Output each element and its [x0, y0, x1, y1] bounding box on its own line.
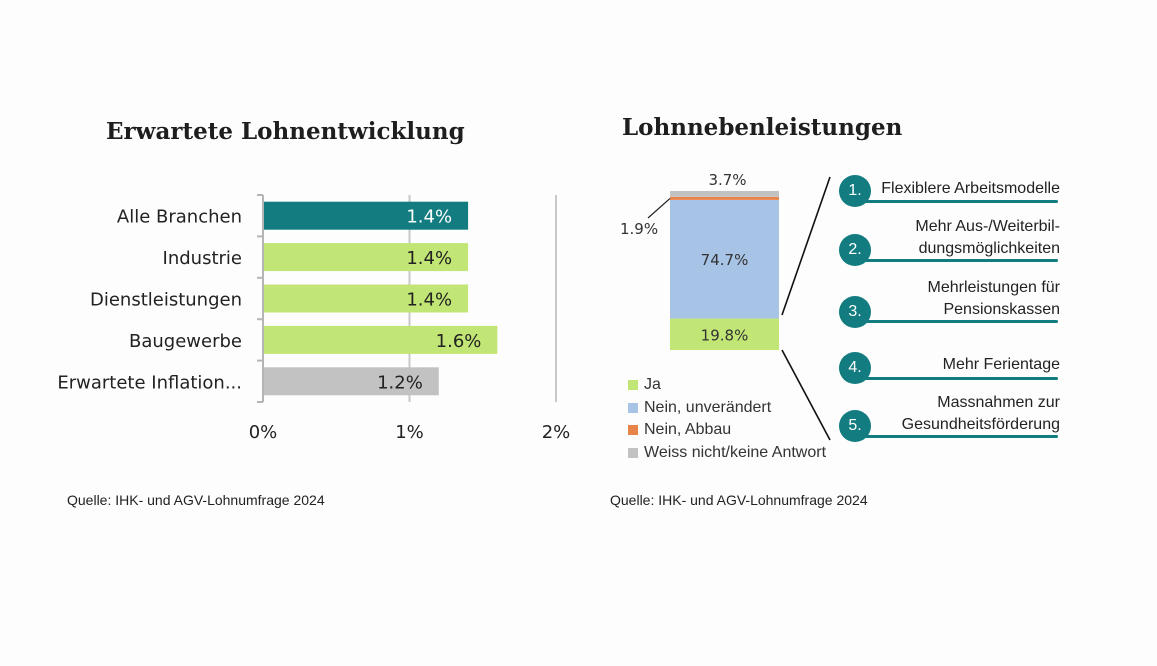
list-item-2: 2. Mehr Aus-/Weiterbil- dungsmöglichkeit… [836, 216, 1060, 266]
legend-swatch [628, 448, 638, 458]
x-tick-label: 1% [395, 422, 424, 443]
item-label: Flexiblere Arbeitsmodelle [881, 180, 1060, 197]
data-label: 1.4% [406, 248, 452, 269]
legend-item-ja: Ja [628, 374, 661, 396]
category-label: Dienstleistungen [90, 290, 242, 311]
legend-label: Nein, unverändert [644, 399, 772, 416]
stack-segment [670, 318, 779, 350]
legend-label: Ja [644, 376, 661, 393]
bar [264, 201, 469, 230]
rank-badge: 3. [839, 296, 871, 328]
item-underline [852, 320, 1058, 323]
right-chart-title: Lohnnebenleistungen [622, 114, 903, 141]
right-source-note: Quelle: IHK- und AGV-Lohnumfrage 2024 [610, 492, 868, 508]
legend-swatch [628, 425, 638, 435]
item-underline [852, 259, 1058, 262]
stack-segment [670, 199, 779, 319]
wage-development-chart: 0% 1% 2% 1.4% Alle Branchen 1.4% Industrie 1.4%… [57, 194, 571, 443]
legend-item-unveraendert: Nein, unverändert [628, 397, 771, 419]
benefits-stacked-bar: 19.8% 74.7% 1.9% 3.7% [620, 171, 779, 350]
data-label: 1.6% [436, 331, 482, 352]
category-label: Erwartete Inflation... [57, 372, 242, 393]
category-label: Industrie [163, 248, 242, 269]
legend-swatch [628, 380, 638, 390]
item-label: Mehr Aus-/Weiterbil- dungsmöglichkeiten [915, 218, 1060, 257]
segment-label: 3.7% [708, 171, 746, 189]
left-source-note: Quelle: IHK- und AGV-Lohnumfrage 2024 [67, 492, 325, 508]
label-leader-line [647, 197, 671, 219]
rank-badge: 5. [839, 410, 871, 442]
legend-item-keine-antwort: Weiss nicht/keine Antwort [628, 442, 826, 464]
segment-label: 19.8% [701, 326, 749, 344]
category-label: Alle Branchen [117, 207, 242, 228]
item-label: Mehrleistungen für Pensionskassen [927, 279, 1060, 318]
benefits-legend: Ja Nein, unverändert Nein, Abbau Weiss n… [628, 374, 848, 466]
data-label: 1.2% [377, 372, 423, 393]
list-item-5: 5. Massnahmen zur Gesundheitsförderung [836, 392, 1060, 442]
stack-segment [670, 196, 779, 200]
rank-badge: 2. [839, 234, 871, 266]
bar [264, 367, 439, 396]
bar [264, 325, 498, 354]
item-label: Massnahmen zur Gesundheitsförderung [901, 394, 1060, 433]
bar [264, 284, 469, 313]
legend-label: Weiss nicht/keine Antwort [644, 444, 827, 461]
item-underline [852, 377, 1058, 380]
list-item-3: 3. Mehrleistungen für Pensionskassen [836, 274, 1060, 328]
callout-connectors [781, 176, 831, 441]
list-item-4: 4. Mehr Ferientage [836, 348, 1060, 388]
left-chart-title: Erwartete Lohnentwicklung [106, 118, 465, 145]
connector-bottom-line [781, 349, 831, 441]
x-tick-label: 2% [542, 422, 571, 443]
item-underline [852, 435, 1058, 438]
data-label: 1.4% [406, 207, 452, 228]
legend-item-abbau: Nein, Abbau [628, 419, 731, 441]
x-tick-label: 0% [249, 422, 278, 443]
item-label: Mehr Ferientage [942, 356, 1060, 373]
benefits-ranking-list: 1. Flexiblere Arbeitsmodelle 2. Mehr Aus… [836, 170, 1060, 450]
data-label: 1.4% [406, 290, 452, 311]
rank-badge: 4. [839, 352, 871, 384]
bar [264, 243, 469, 272]
list-item-1: 1. Flexiblere Arbeitsmodelle [836, 170, 1060, 210]
segment-label: 74.7% [701, 251, 749, 269]
legend-label: Nein, Abbau [644, 421, 732, 438]
category-label: Baugewerbe [129, 331, 242, 352]
rank-badge: 1. [839, 175, 871, 207]
legend-swatch [628, 403, 638, 413]
item-underline [852, 200, 1058, 203]
connector-top-line [781, 176, 831, 316]
stack-segment [670, 191, 779, 197]
segment-label: 1.9% [620, 220, 658, 238]
